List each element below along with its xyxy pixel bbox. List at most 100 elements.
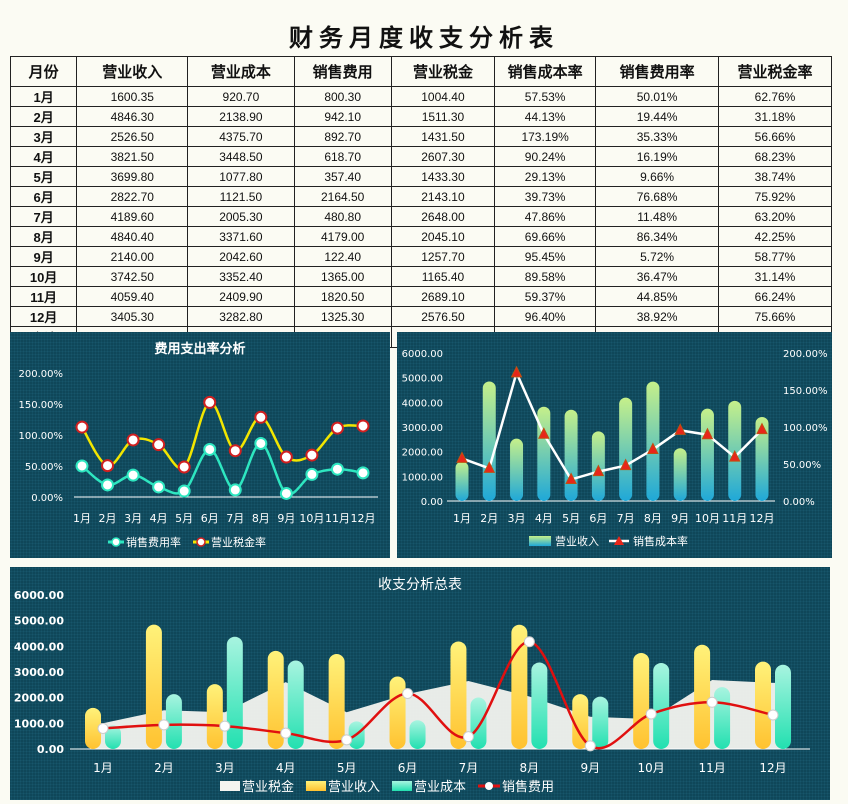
table-cell[interactable]: 1325.30 xyxy=(293,306,392,327)
table-cell[interactable]: 90.24% xyxy=(494,146,597,167)
table-cell[interactable]: 69.66% xyxy=(494,226,597,247)
table-cell[interactable]: 1077.80 xyxy=(187,166,295,187)
table-cell[interactable]: 3821.50 xyxy=(76,146,189,167)
summary-chart[interactable]: 收支分析总表 0.00 1000.00 2000.00 3000.00 4000.00 50… xyxy=(10,567,830,800)
table-cell[interactable]: 4059.40 xyxy=(76,286,189,307)
table-cell[interactable]: 1600.35 xyxy=(76,86,189,107)
table-cell[interactable]: 2576.50 xyxy=(390,306,496,327)
table-cell[interactable]: 3699.80 xyxy=(76,166,189,187)
table-cell[interactable]: 10月 xyxy=(9,266,78,287)
table-cell[interactable]: 19.44% xyxy=(595,106,719,127)
table-cell[interactable]: 4375.70 xyxy=(187,126,295,147)
table-cell[interactable]: 4179.00 xyxy=(293,226,392,247)
table-cell[interactable]: 2164.50 xyxy=(293,186,392,207)
table-cell[interactable]: 1431.50 xyxy=(390,126,496,147)
table-cell[interactable]: 6月 xyxy=(9,186,78,207)
table-cell[interactable]: 5.72% xyxy=(595,246,719,267)
table-cell[interactable]: 56.66% xyxy=(717,126,833,147)
table-cell[interactable]: 7月 xyxy=(9,206,78,227)
table-cell[interactable]: 1820.50 xyxy=(293,286,392,307)
table-cell[interactable]: 3282.80 xyxy=(187,306,295,327)
table-cell[interactable]: 2140.00 xyxy=(76,246,189,267)
revenue-costrate-chart[interactable]: 0.00 1000.00 2000.00 3000.00 4000.00 5000.00 6… xyxy=(397,332,832,558)
table-cell[interactable]: 1月 xyxy=(9,86,78,107)
table-cell[interactable]: 1165.40 xyxy=(390,266,496,287)
table-cell[interactable]: 2526.50 xyxy=(76,126,189,147)
table-cell[interactable]: 76.68% xyxy=(595,186,719,207)
table-cell[interactable]: 3405.30 xyxy=(76,306,189,327)
table-cell[interactable]: 36.47% xyxy=(595,266,719,287)
table-cell[interactable]: 5月 xyxy=(9,166,78,187)
table-cell[interactable]: 89.58% xyxy=(494,266,597,287)
table-cell[interactable]: 3448.50 xyxy=(187,146,295,167)
table-cell[interactable]: 3352.40 xyxy=(187,266,295,287)
table-cell[interactable]: 1365.00 xyxy=(293,266,392,287)
table-cell[interactable]: 2822.70 xyxy=(76,186,189,207)
table-cell[interactable]: 11.48% xyxy=(595,206,719,227)
table-cell[interactable]: 173.19% xyxy=(494,126,597,147)
table-cell[interactable]: 47.86% xyxy=(494,206,597,227)
table-cell[interactable]: 2045.10 xyxy=(390,226,496,247)
table-cell[interactable]: 480.80 xyxy=(293,206,392,227)
table-cell[interactable]: 892.70 xyxy=(293,126,392,147)
table-cell[interactable]: 12月 xyxy=(9,306,78,327)
table-cell[interactable]: 58.77% xyxy=(717,246,833,267)
table-cell[interactable]: 44.13% xyxy=(494,106,597,127)
table-cell[interactable]: 618.70 xyxy=(293,146,392,167)
table-cell[interactable]: 942.10 xyxy=(293,106,392,127)
table-cell[interactable]: 3742.50 xyxy=(76,266,189,287)
table-cell[interactable]: 38.74% xyxy=(717,166,833,187)
table-cell[interactable]: 2143.10 xyxy=(390,186,496,207)
table-cell[interactable]: 4846.30 xyxy=(76,106,189,127)
table-cell[interactable]: 29.13% xyxy=(494,166,597,187)
table-cell[interactable]: 122.40 xyxy=(293,246,392,267)
table-cell[interactable]: 2607.30 xyxy=(390,146,496,167)
table-cell[interactable]: 8月 xyxy=(9,226,78,247)
table-cell[interactable]: 2689.10 xyxy=(390,286,496,307)
table-cell[interactable]: 4月 xyxy=(9,146,78,167)
table-cell[interactable]: 31.14% xyxy=(717,266,833,287)
table-cell[interactable]: 2042.60 xyxy=(187,246,295,267)
table-cell[interactable]: 1121.50 xyxy=(187,186,295,207)
table-cell[interactable]: 59.37% xyxy=(494,286,597,307)
table-cell[interactable]: 31.18% xyxy=(717,106,833,127)
expense-rate-chart[interactable]: 费用支出率分析 0.00% 50.00% 100.00% 150.00% 200.00% 1… xyxy=(10,332,390,558)
table-cell[interactable]: 2648.00 xyxy=(390,206,496,227)
table-cell[interactable]: 11月 xyxy=(9,286,78,307)
table-cell[interactable]: 62.76% xyxy=(717,86,833,107)
table-cell[interactable]: 86.34% xyxy=(595,226,719,247)
table-cell[interactable]: 4189.60 xyxy=(76,206,189,227)
table-cell[interactable]: 16.19% xyxy=(595,146,719,167)
table-cell[interactable]: 2138.90 xyxy=(187,106,295,127)
table-cell[interactable]: 96.40% xyxy=(494,306,597,327)
table-cell[interactable]: 38.92% xyxy=(595,306,719,327)
table-cell[interactable]: 75.92% xyxy=(717,186,833,207)
table-cell[interactable]: 357.40 xyxy=(293,166,392,187)
table-cell[interactable]: 3371.60 xyxy=(187,226,295,247)
table-cell[interactable]: 9.66% xyxy=(595,166,719,187)
table-cell[interactable]: 50.01% xyxy=(595,86,719,107)
table-cell[interactable]: 68.23% xyxy=(717,146,833,167)
table-cell[interactable]: 95.45% xyxy=(494,246,597,267)
table-cell[interactable]: 4840.40 xyxy=(76,226,189,247)
table-cell[interactable]: 75.66% xyxy=(717,306,833,327)
table-cell[interactable]: 1257.70 xyxy=(390,246,496,267)
x-tick-label: 9月 xyxy=(277,512,295,525)
table-cell[interactable]: 920.70 xyxy=(187,86,295,107)
table-cell[interactable]: 57.53% xyxy=(494,86,597,107)
table-cell[interactable]: 1433.30 xyxy=(390,166,496,187)
table-cell[interactable]: 9月 xyxy=(9,246,78,267)
table-cell[interactable]: 63.20% xyxy=(717,206,833,227)
table-cell[interactable]: 39.73% xyxy=(494,186,597,207)
table-cell[interactable]: 66.24% xyxy=(717,286,833,307)
table-cell[interactable]: 42.25% xyxy=(717,226,833,247)
table-cell[interactable]: 2409.90 xyxy=(187,286,295,307)
table-cell[interactable]: 800.30 xyxy=(293,86,392,107)
table-cell[interactable]: 3月 xyxy=(9,126,78,147)
table-cell[interactable]: 35.33% xyxy=(595,126,719,147)
table-cell[interactable]: 1004.40 xyxy=(390,86,496,107)
table-cell[interactable]: 2005.30 xyxy=(187,206,295,227)
table-cell[interactable]: 44.85% xyxy=(595,286,719,307)
table-cell[interactable]: 2月 xyxy=(9,106,78,127)
table-cell[interactable]: 1511.30 xyxy=(390,106,496,127)
